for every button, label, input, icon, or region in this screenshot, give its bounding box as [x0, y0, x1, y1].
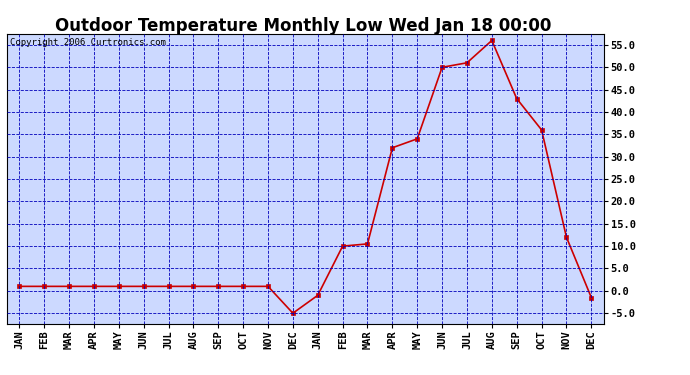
- Text: Copyright 2006 Curtronics.com: Copyright 2006 Curtronics.com: [10, 38, 166, 47]
- Text: Outdoor Temperature Monthly Low Wed Jan 18 00:00: Outdoor Temperature Monthly Low Wed Jan …: [55, 17, 552, 35]
